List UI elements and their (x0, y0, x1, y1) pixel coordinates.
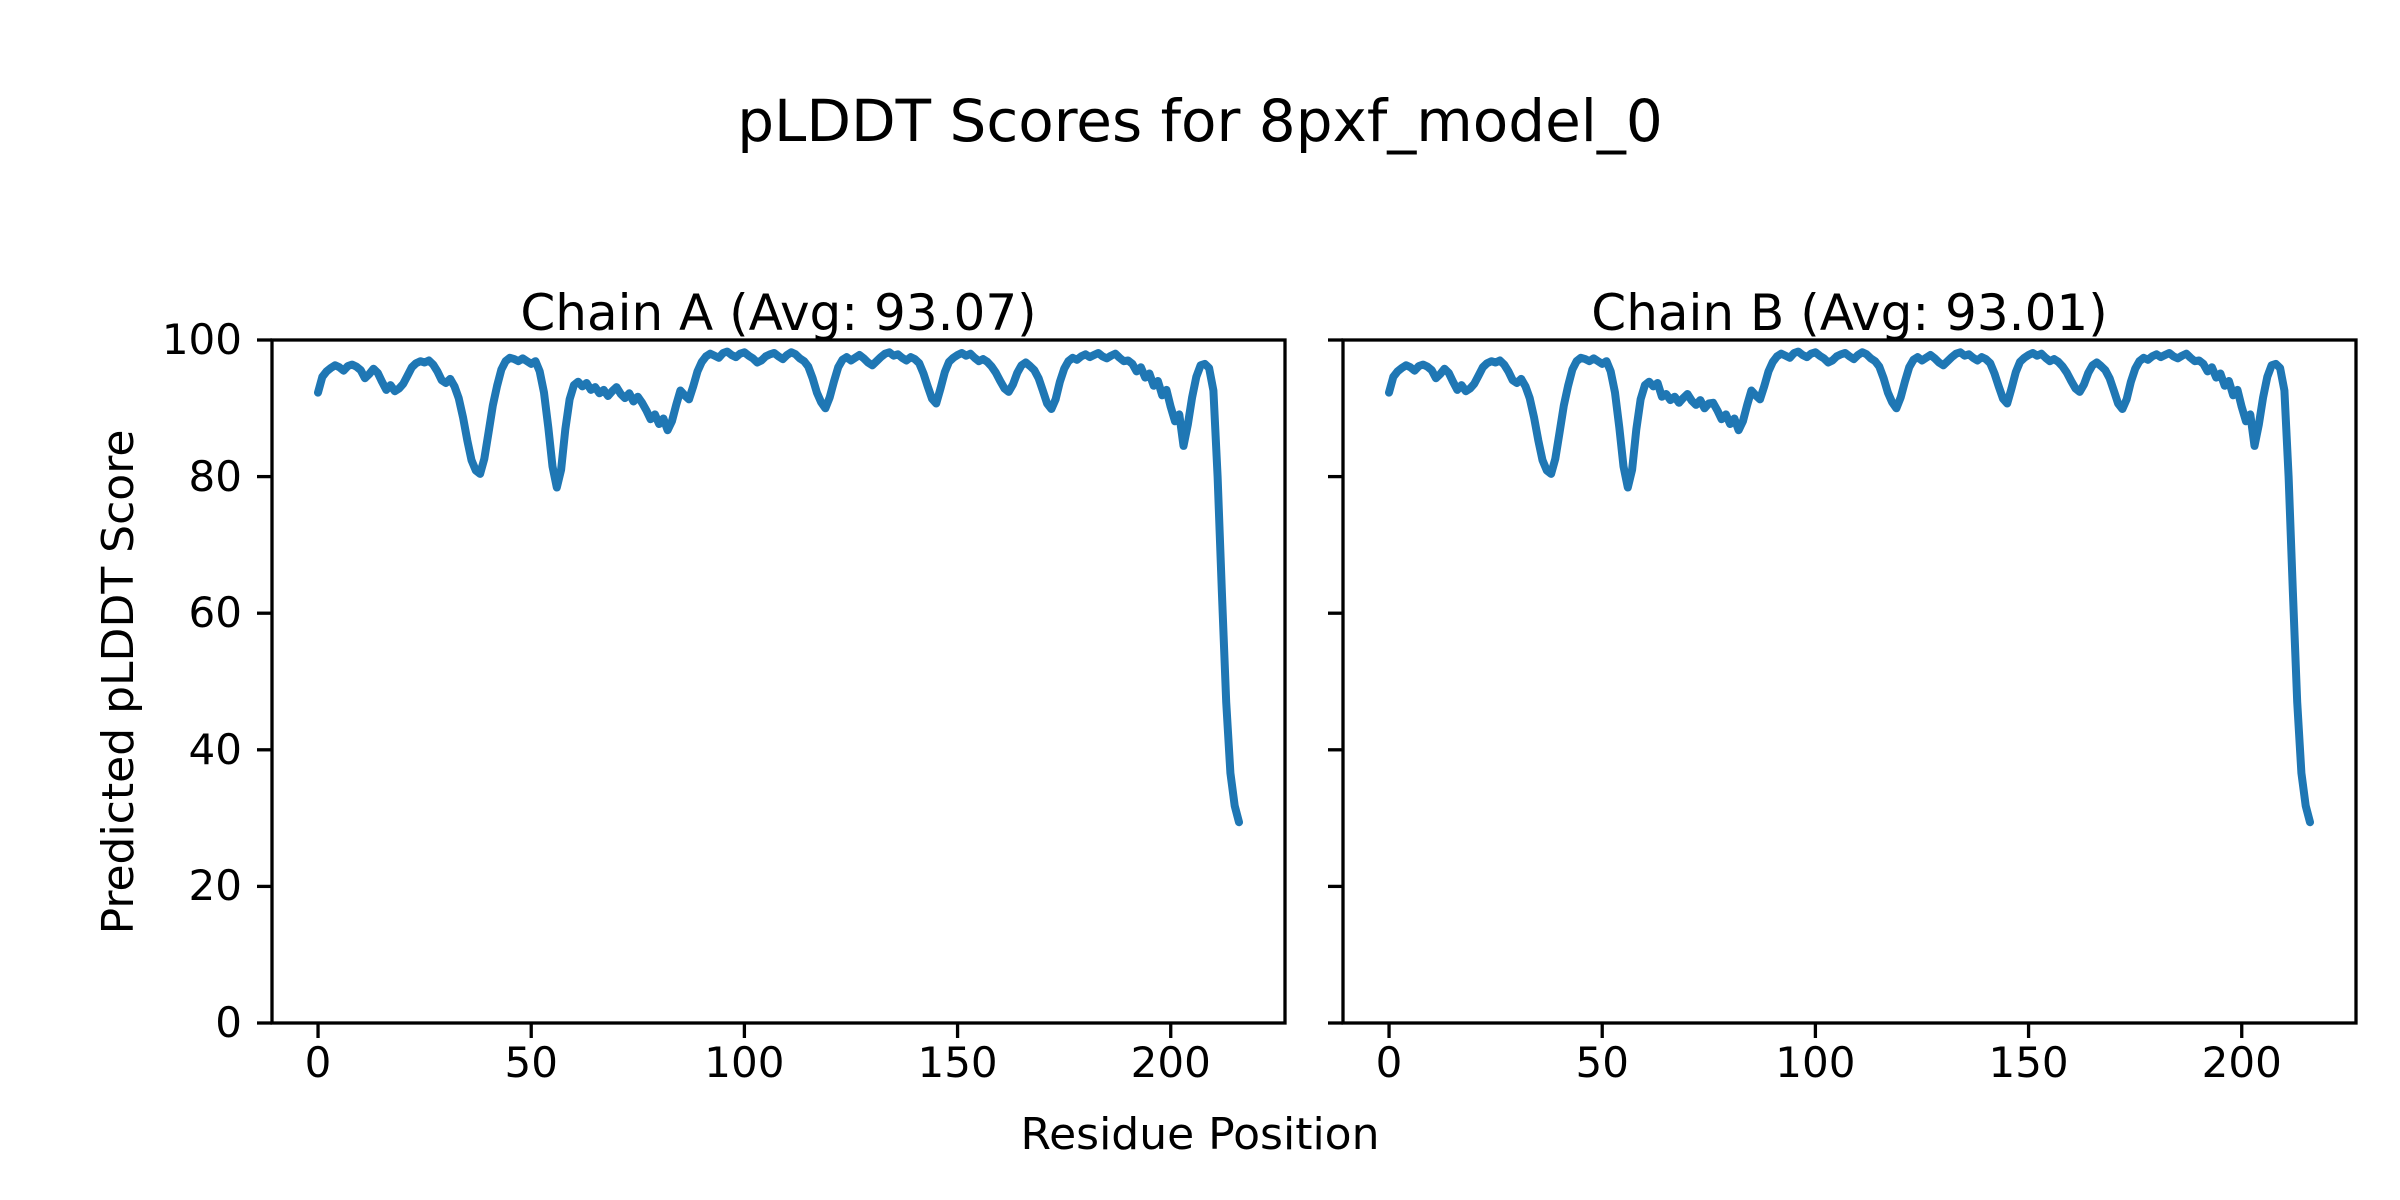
plddt-line-chain-a (314, 347, 1243, 827)
subplot-title-chain-a: Chain A (Avg: 93.07) (520, 284, 1037, 342)
x-axis-label: Residue Position (1020, 1109, 1380, 1160)
y-tick-label-chain-a-60: 60 (188, 588, 242, 638)
axes-spines-chain-a (270, 338, 1287, 1025)
x-tick-label-chain-a-50: 50 (504, 1038, 558, 1087)
axes-spines-chain-b (1341, 338, 2358, 1025)
y-tick-label-chain-a-100: 100 (161, 315, 242, 364)
plddt-line-chain-b (1385, 347, 2314, 827)
x-tick-label-chain-a-100: 100 (704, 1038, 785, 1087)
x-tick-label-chain-a-200: 200 (1130, 1038, 1211, 1087)
y-tick-label-chain-a-80: 80 (188, 451, 242, 501)
x-tick-label-chain-a-0: 0 (304, 1038, 332, 1087)
x-tick-label-chain-b-100: 100 (1775, 1038, 1856, 1087)
y-tick-label-chain-a-40: 40 (188, 724, 242, 774)
subplot-title-chain-b: Chain B (Avg: 93.01) (1591, 284, 2108, 342)
x-tick-label-chain-b-0: 0 (1375, 1038, 1403, 1087)
x-tick-label-chain-a-150: 150 (917, 1038, 998, 1087)
y-axis-label: Predicted pLDDT Score (93, 429, 144, 935)
x-tick-label-chain-b-150: 150 (1988, 1038, 2069, 1087)
y-tick-label-chain-a-20: 20 (188, 861, 242, 911)
y-tick-label-chain-a-0: 0 (215, 998, 242, 1047)
x-tick-label-chain-b-50: 50 (1575, 1038, 1629, 1087)
figure-title: pLDDT Scores for 8pxf_model_0 (737, 87, 1663, 155)
x-tick-label-chain-b-200: 200 (2201, 1038, 2282, 1087)
